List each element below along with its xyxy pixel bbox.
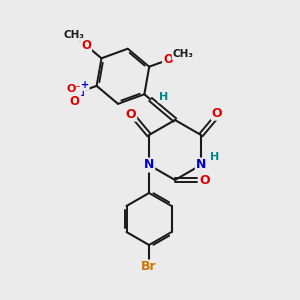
Text: O: O (70, 95, 80, 108)
Text: O: O (212, 106, 222, 120)
Text: H: H (210, 152, 220, 162)
Text: CH₃: CH₃ (63, 30, 84, 40)
Text: N: N (196, 158, 206, 172)
Text: +: + (81, 80, 89, 90)
Text: H: H (159, 92, 168, 102)
Text: CH₃: CH₃ (172, 50, 194, 59)
Text: N: N (75, 85, 85, 98)
Text: O: O (126, 108, 136, 121)
Text: Br: Br (141, 260, 157, 274)
Text: N: N (144, 158, 154, 172)
Text: O: O (200, 173, 210, 187)
Text: O: O (81, 39, 91, 52)
Text: O⁻: O⁻ (67, 84, 82, 94)
Text: O: O (163, 53, 173, 66)
